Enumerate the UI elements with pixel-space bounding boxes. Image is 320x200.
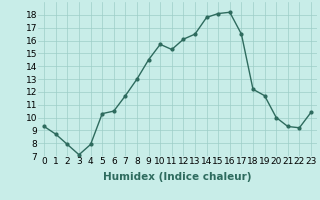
X-axis label: Humidex (Indice chaleur): Humidex (Indice chaleur) [103,172,252,182]
